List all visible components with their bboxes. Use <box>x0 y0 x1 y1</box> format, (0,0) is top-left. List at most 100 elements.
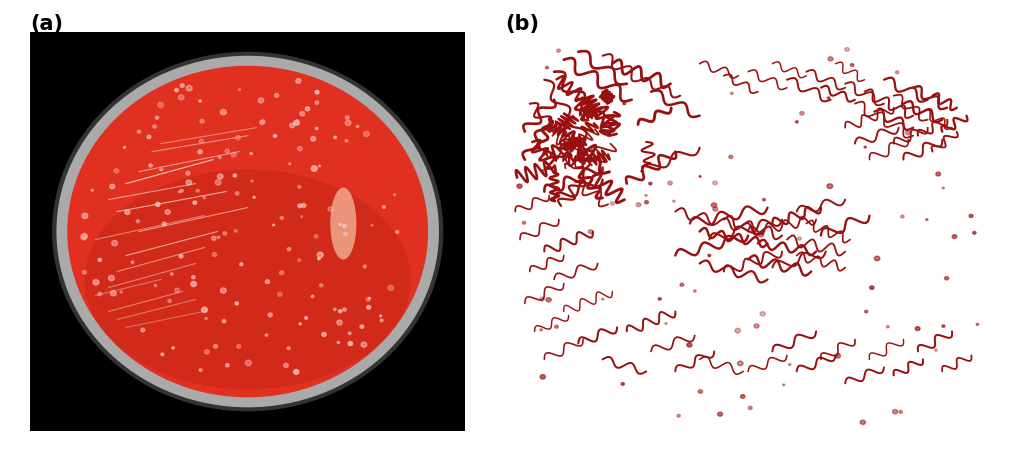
Circle shape <box>363 265 366 268</box>
Circle shape <box>649 182 652 185</box>
Circle shape <box>148 135 151 138</box>
Circle shape <box>137 130 141 133</box>
Circle shape <box>345 139 348 142</box>
Circle shape <box>357 125 359 128</box>
Circle shape <box>199 139 203 143</box>
Text: (b): (b) <box>506 14 540 34</box>
Circle shape <box>315 90 318 94</box>
Circle shape <box>754 324 759 328</box>
Circle shape <box>334 308 336 311</box>
Circle shape <box>217 174 223 179</box>
Circle shape <box>735 328 740 333</box>
Circle shape <box>901 215 904 218</box>
Circle shape <box>240 263 243 266</box>
Circle shape <box>186 180 192 185</box>
Circle shape <box>645 194 647 196</box>
Circle shape <box>318 165 320 167</box>
Circle shape <box>223 232 226 235</box>
Circle shape <box>83 271 87 274</box>
Circle shape <box>250 153 252 154</box>
Circle shape <box>81 233 87 239</box>
Circle shape <box>346 116 349 119</box>
Circle shape <box>546 66 549 69</box>
Circle shape <box>835 354 840 358</box>
Circle shape <box>906 131 910 135</box>
Circle shape <box>542 170 544 172</box>
Circle shape <box>694 290 697 292</box>
Circle shape <box>339 224 341 226</box>
Circle shape <box>590 149 593 152</box>
Circle shape <box>942 325 945 327</box>
Circle shape <box>319 284 323 287</box>
Circle shape <box>936 172 940 176</box>
Circle shape <box>260 120 264 125</box>
Circle shape <box>952 235 956 238</box>
Circle shape <box>845 48 849 51</box>
Circle shape <box>141 328 145 332</box>
Circle shape <box>796 121 799 123</box>
Circle shape <box>212 252 216 257</box>
Circle shape <box>686 343 692 347</box>
Circle shape <box>98 292 101 296</box>
Circle shape <box>225 149 229 153</box>
Circle shape <box>196 189 199 192</box>
Circle shape <box>299 323 301 325</box>
Circle shape <box>942 187 944 189</box>
Circle shape <box>225 364 229 367</box>
Circle shape <box>337 320 342 325</box>
Circle shape <box>246 360 252 365</box>
Circle shape <box>393 194 395 196</box>
Circle shape <box>236 136 241 140</box>
Circle shape <box>328 207 333 212</box>
Circle shape <box>783 384 785 386</box>
Circle shape <box>557 49 560 52</box>
Circle shape <box>321 332 327 336</box>
Circle shape <box>645 201 648 204</box>
Circle shape <box>623 103 626 105</box>
Circle shape <box>110 291 116 296</box>
Circle shape <box>311 166 317 171</box>
Circle shape <box>798 237 802 240</box>
Circle shape <box>199 369 202 371</box>
Circle shape <box>887 326 889 328</box>
Circle shape <box>213 345 217 348</box>
Circle shape <box>222 320 225 323</box>
Circle shape <box>294 370 299 374</box>
Circle shape <box>380 319 383 322</box>
Circle shape <box>172 347 174 349</box>
Circle shape <box>973 232 976 234</box>
Circle shape <box>665 323 667 324</box>
Circle shape <box>540 297 544 301</box>
Circle shape <box>758 232 763 237</box>
Circle shape <box>108 276 114 281</box>
Circle shape <box>300 216 302 217</box>
Circle shape <box>896 71 899 74</box>
Circle shape <box>149 164 153 167</box>
Circle shape <box>934 349 937 351</box>
Circle shape <box>388 285 393 291</box>
Circle shape <box>699 390 703 393</box>
Circle shape <box>200 119 204 123</box>
Circle shape <box>366 297 370 301</box>
Circle shape <box>668 181 672 185</box>
Circle shape <box>158 102 164 108</box>
Circle shape <box>161 353 164 355</box>
Circle shape <box>110 184 114 189</box>
Circle shape <box>298 204 302 207</box>
Circle shape <box>251 180 253 182</box>
Circle shape <box>131 261 133 263</box>
Circle shape <box>748 406 752 410</box>
Circle shape <box>215 180 221 185</box>
Circle shape <box>677 415 680 417</box>
Circle shape <box>869 286 874 289</box>
Circle shape <box>555 325 558 328</box>
Circle shape <box>314 235 318 238</box>
Circle shape <box>294 120 299 125</box>
Circle shape <box>899 410 903 413</box>
Circle shape <box>287 247 291 251</box>
Circle shape <box>234 174 237 177</box>
Circle shape <box>293 369 298 374</box>
Circle shape <box>602 298 604 300</box>
Circle shape <box>125 210 129 214</box>
Circle shape <box>175 89 178 92</box>
